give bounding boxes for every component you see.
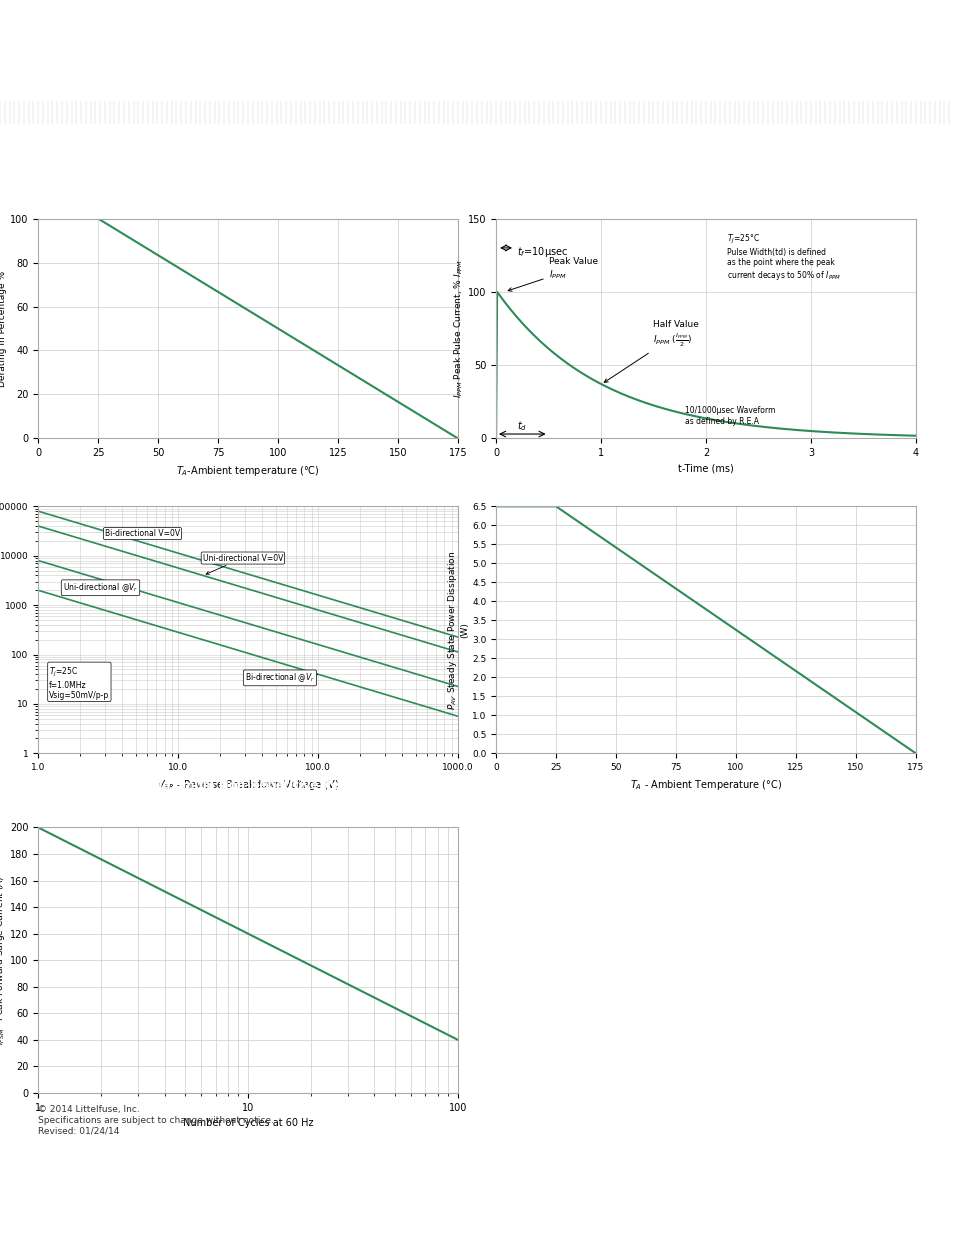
Text: Figure 5 - Typical Junction Capacitance: Figure 5 - Typical Junction Capacitance [51,473,308,487]
Text: Figure 7 - Maximum Non-Repetitive Peak Forward
Surge Current Uni-Directional Onl: Figure 7 - Maximum Non-Repetitive Peak F… [83,779,413,808]
FancyBboxPatch shape [734,9,939,88]
Y-axis label: $I_{FSM}$ - Peak Forward Surge Current (A): $I_{FSM}$ - Peak Forward Surge Current (… [0,876,8,1045]
Text: © 2014 Littelfuse, Inc.
Specifications are subject to change without notice.
Rev: © 2014 Littelfuse, Inc. Specifications a… [38,1105,274,1135]
Text: Uni-directional V=0V: Uni-directional V=0V [202,553,283,574]
X-axis label: $V_{BR}$ - Reverse Breakdown Voltage (V): $V_{BR}$ - Reverse Breakdown Voltage (V) [156,778,339,792]
Text: Surface Mount – 1500W > SMCJ series: Surface Mount – 1500W > SMCJ series [67,63,332,77]
Y-axis label: $P_{AV}$ Steady State Power Dissipation
(W): $P_{AV}$ Steady State Power Dissipation … [445,550,469,710]
X-axis label: $T_A$ - Ambient Temperature (°C): $T_A$ - Ambient Temperature (°C) [629,778,781,792]
Text: $T_J$=25°C
Pulse Width(td) is defined
as the point where the peak
current decays: $T_J$=25°C Pulse Width(td) is defined as… [726,233,840,282]
Text: Figure 3 - Pulse Derating Curve: Figure 3 - Pulse Derating Curve [51,188,259,201]
X-axis label: t-Time (ms): t-Time (ms) [678,463,733,474]
Y-axis label: Peak Pulse Power ($P_{PP}$) or Current ($I_{PP}$)
Derating in Percentage %: Peak Pulse Power ($P_{PP}$) or Current (… [0,242,8,415]
Text: Bi-directional @$V_r$: Bi-directional @$V_r$ [245,672,316,684]
Text: Figure 6 - Steady State Power Dissipation Derating Curve: Figure 6 - Steady State Power Dissipatio… [515,473,896,487]
Text: Bi-directional V=0V: Bi-directional V=0V [105,529,180,538]
X-axis label: Number of Cycles at 60 Hz: Number of Cycles at 60 Hz [183,1118,313,1129]
Text: Half Value
$I_{PPM}$ ($\frac{I_{PPM}}{2}$): Half Value $I_{PPM}$ ($\frac{I_{PPM}}{2}… [603,320,699,383]
Text: Peak Value
$I_{PPM}$: Peak Value $I_{PPM}$ [508,257,597,291]
Text: $T_j$=25C
f=1.0MHz
Vsig=50mV/p-p: $T_j$=25C f=1.0MHz Vsig=50mV/p-p [50,666,110,700]
Y-axis label: $I_{PPM}$ Peak Pulse Current, % $I_{PPM}$: $I_{PPM}$ Peak Pulse Current, % $I_{PPM}… [452,259,465,398]
Text: Transient Voltage Suppression Diodes: Transient Voltage Suppression Diodes [67,28,451,47]
Text: 10/1000μsec Waveform
as defined by R.E.A: 10/1000μsec Waveform as defined by R.E.A [684,406,775,426]
Text: $t_d$: $t_d$ [517,420,527,433]
Text: Figure 4 - Pulse Waveform: Figure 4 - Pulse Waveform [508,188,683,201]
X-axis label: $T_A$-Ambient temperature (°C): $T_A$-Ambient temperature (°C) [176,463,319,478]
Text: Littelfuse®: Littelfuse® [785,28,882,43]
Text: Uni-directional @$V_r$: Uni-directional @$V_r$ [63,582,138,594]
Text: $t_f$=10μsec: $t_f$=10μsec [517,246,568,259]
Text: Expertise Applied | Answers Delivered: Expertise Applied | Answers Delivered [760,65,907,75]
Text: ⚡: ⚡ [758,28,771,47]
Text: Ratings and Characteristic Curves ($T_A$=25°C unless otherwise noted) (Continued: Ratings and Characteristic Curves ($T_A$… [47,138,555,153]
